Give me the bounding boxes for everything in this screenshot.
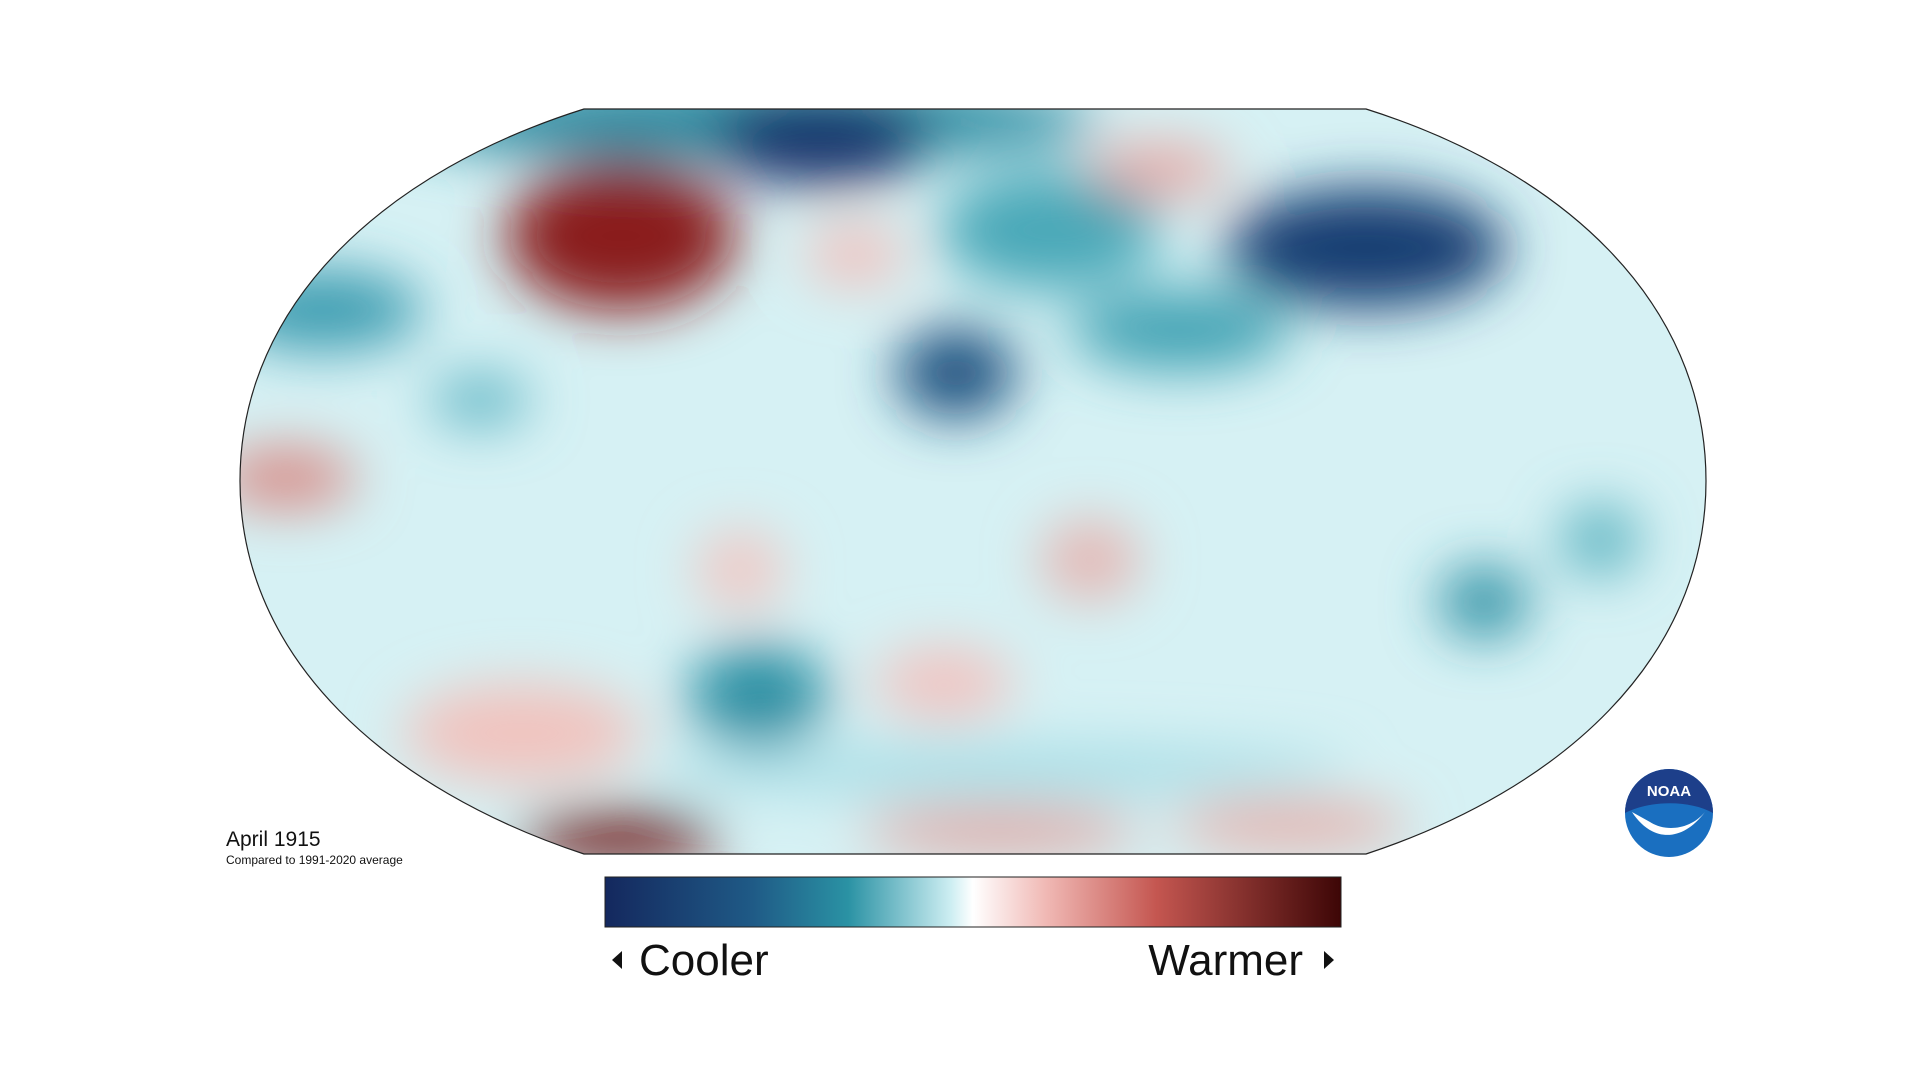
- warmer-arrow: [1324, 951, 1334, 969]
- logo-top: [1625, 769, 1713, 813]
- anomaly-field: [240, 109, 1640, 854]
- map-outline: [239, 108, 1707, 855]
- legend-high-label: Warmer: [1148, 936, 1303, 985]
- color-scale: [604, 876, 1342, 928]
- logo-text: NOAA: [1647, 783, 1691, 800]
- noaa-logo: NOAA: [1625, 769, 1713, 857]
- map-subtitle: Compared to 1991-2020 average: [226, 853, 403, 867]
- map-title: April 1915: [226, 828, 321, 851]
- cooler-arrow: [612, 951, 622, 969]
- legend-low-label: Cooler: [639, 936, 769, 985]
- anomaly-map: [240, 109, 1706, 854]
- logo-bird: [1632, 812, 1705, 835]
